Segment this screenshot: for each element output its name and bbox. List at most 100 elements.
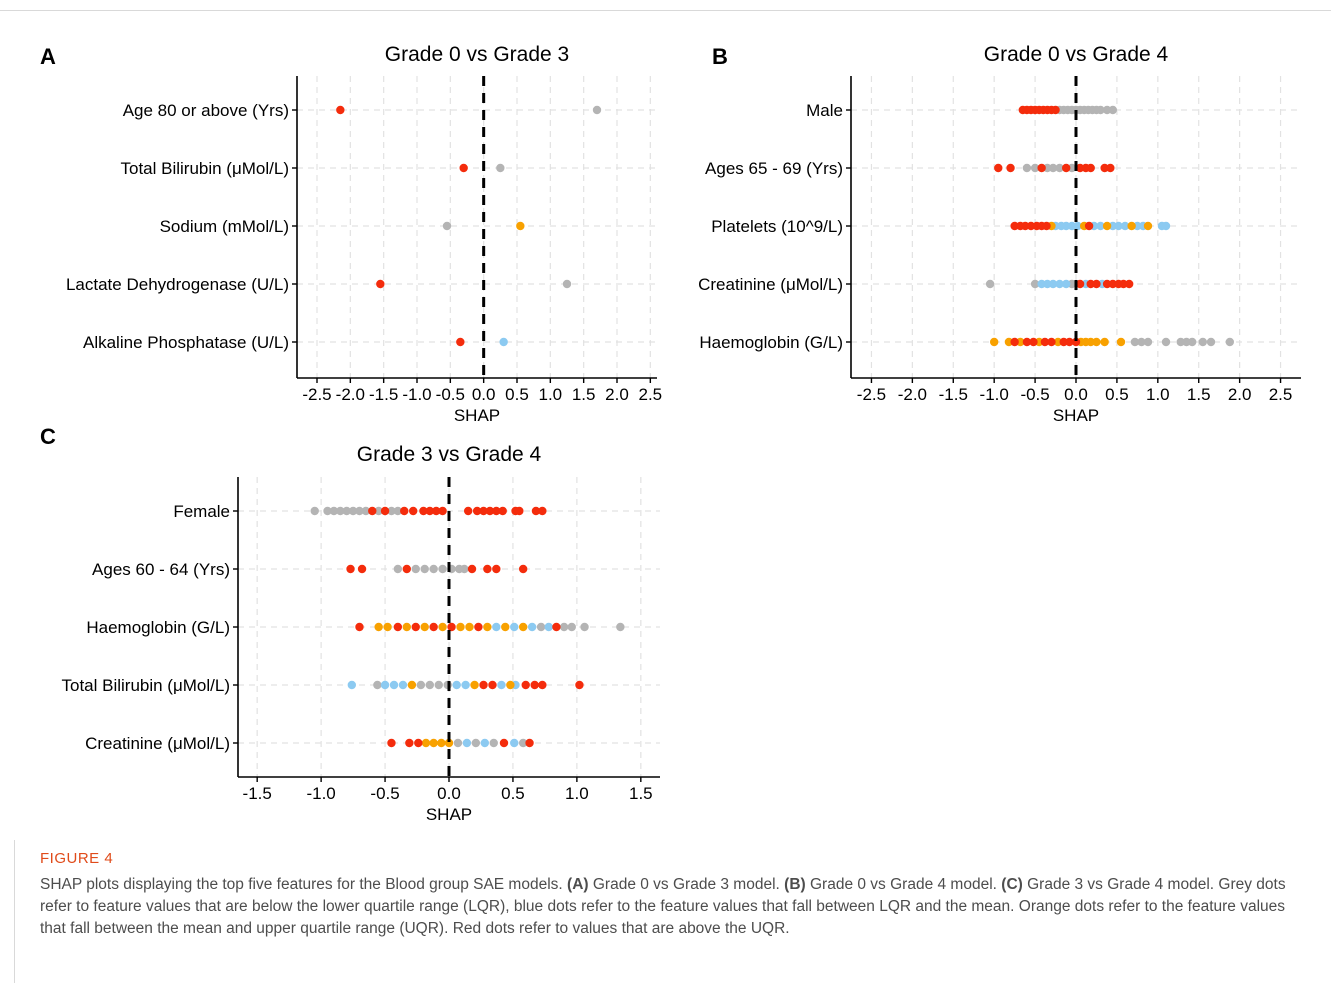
- figure-label: FIGURE 4: [40, 850, 114, 867]
- panel-b-shap-point: [989, 337, 999, 347]
- panel-b-letter: B: [712, 44, 728, 69]
- panel-c-shap-point: [538, 506, 547, 516]
- panel-b-shap-point: [1048, 279, 1058, 289]
- panel-c-shap-point: [525, 738, 534, 748]
- panel-c-shap-point: [447, 622, 456, 632]
- panel-c-shap-point: [492, 564, 501, 574]
- panel-b-shap-point: [1073, 221, 1082, 231]
- panel-b-shap-point: [1096, 105, 1105, 115]
- panel-c-shap-point: [485, 506, 495, 516]
- panel-c-shap-point: [462, 738, 472, 748]
- panel-a-x-tick-label: 0.5: [505, 385, 529, 404]
- panel-c-shap-point: [474, 622, 483, 632]
- panel-a-x-tick-label: -2.0: [336, 385, 365, 404]
- panel-b-x-tick-label: -1.5: [939, 385, 968, 404]
- panel-c-shap-point: [510, 738, 519, 748]
- panel-a-x-tick-label: -1.5: [369, 385, 398, 404]
- panel-b-shap-point: [1120, 221, 1130, 231]
- panel-c-shap-point: [544, 622, 553, 632]
- panel-c-shap-point: [463, 506, 473, 516]
- panel-c-shap-point: [498, 506, 507, 516]
- panel-c-shap-point: [346, 564, 355, 574]
- panel-c-shap-point: [438, 564, 447, 574]
- caption-c-text: Grade 3 vs Grade 4 model. Grey dots refe…: [40, 876, 1286, 937]
- panel-c-shap-point: [452, 680, 461, 690]
- panel-c-shap-point: [552, 622, 561, 632]
- panel-c-shap-point: [483, 564, 492, 574]
- panel-b-shap-point: [1022, 163, 1032, 173]
- panel-c-shap-point: [432, 506, 441, 516]
- panel-c-shap-point: [323, 506, 332, 516]
- panel-a-letter: A: [40, 44, 56, 69]
- panel-c-shap-point: [368, 506, 377, 516]
- panel-c-shap-point: [453, 738, 463, 748]
- panel-b-shap-point: [1022, 337, 1032, 347]
- panel-c-shap-point: [530, 680, 539, 690]
- panel-c-shap-point: [355, 506, 364, 516]
- caption-b-text: Grade 0 vs Grade 4 model.: [810, 876, 997, 893]
- panel-b-feature-label: Haemoglobin (G/L): [699, 333, 843, 352]
- panel-b-shap-point: [994, 163, 1003, 173]
- panel-b-feature-label: Male: [806, 101, 843, 120]
- panel-b-shap-point: [1092, 337, 1101, 347]
- panel-c-shap-point: [383, 622, 392, 632]
- panel-c-shap-point: [429, 622, 438, 632]
- panel-c-shap-point: [380, 506, 390, 516]
- panel-b-shap-point: [1055, 163, 1064, 173]
- panel-a-x-tick-label: 2.5: [639, 385, 663, 404]
- panel-c-shap-point: [374, 622, 383, 632]
- panel-b-shap-point: [1116, 337, 1126, 347]
- panel-b-shap-point: [1006, 163, 1015, 173]
- panel-c-x-tick-label: 1.0: [565, 784, 589, 803]
- panel-c-shap-point: [434, 680, 443, 690]
- panel-c-feature-label: Creatinine (μMol/L): [85, 734, 230, 753]
- panel-a-x-tick-label: 0.0: [472, 385, 496, 404]
- panel-c-shap-point: [471, 738, 481, 748]
- panel-b-shap-point: [1048, 163, 1058, 173]
- panel-c-shap-point: [387, 506, 396, 516]
- panel-c-shap-point: [438, 622, 447, 632]
- panel-b-shap-point: [1096, 221, 1105, 231]
- panel-c-shap-point: [521, 680, 530, 690]
- panel-c-feature-label: Ages 60 - 64 (Yrs): [92, 560, 230, 579]
- panel-a-x-tick-label: -2.5: [302, 385, 331, 404]
- panel-c-shap-point: [355, 622, 364, 632]
- panel-c-shap-point: [310, 506, 319, 516]
- panel-c-shap-point: [472, 506, 482, 516]
- panel-c-shap-point: [414, 738, 423, 748]
- panel-c-shap-point: [499, 738, 509, 748]
- shap-figure: A Grade 0 vs Grade 3 Age 80 or above (Yrs)…: [40, 43, 1301, 824]
- panel-c-shap-point: [425, 680, 435, 690]
- panel-c-shap-point: [425, 506, 435, 516]
- panel-c-letter: C: [40, 424, 56, 449]
- panel-a-x-tick-label: 1.0: [539, 385, 563, 404]
- panel-c-shap-point: [408, 506, 418, 516]
- panel-c-shap-point: [348, 506, 358, 516]
- panel-b-shap-point: [1065, 337, 1074, 347]
- panel-c-shap-point: [393, 564, 403, 574]
- caption-c-tag: (C): [1001, 876, 1023, 893]
- panel-c-shap-point: [518, 622, 528, 632]
- caption-intro: SHAP plots displaying the top five featu…: [40, 876, 563, 893]
- panel-b-shap-point: [1042, 221, 1051, 231]
- panel-c-shap-point: [380, 680, 390, 690]
- panel-b-shap-point: [1143, 337, 1153, 347]
- panel-c-shap-point: [580, 622, 589, 632]
- caption-left-rule: [14, 840, 15, 983]
- panel-b-shap-point: [1106, 163, 1115, 173]
- panel-b-shap-point: [1137, 337, 1146, 347]
- panel-c-shap-point: [342, 506, 351, 516]
- panel-c-x-axis-label: SHAP: [426, 805, 472, 824]
- panel-c-shap-point: [336, 506, 345, 516]
- panel-c-x-tick-label: 0.5: [501, 784, 525, 803]
- panel-c-x-tick-label: -0.5: [370, 784, 399, 803]
- panel-b-shap-point: [1030, 163, 1040, 173]
- panel-c-shap-point: [438, 506, 447, 516]
- panel-b-shap-point: [1084, 221, 1094, 231]
- figure-caption: SHAP plots displaying the top five featu…: [40, 874, 1300, 940]
- panel-c-shap-point: [444, 738, 454, 748]
- panel-c-shap-point: [531, 506, 541, 516]
- panel-a-feature-label: Lactate Dehydrogenase (U/L): [66, 275, 289, 294]
- panel-b-title: Grade 0 vs Grade 4: [984, 43, 1169, 66]
- panel-b-feature-label: Creatinine (μMol/L): [698, 275, 843, 294]
